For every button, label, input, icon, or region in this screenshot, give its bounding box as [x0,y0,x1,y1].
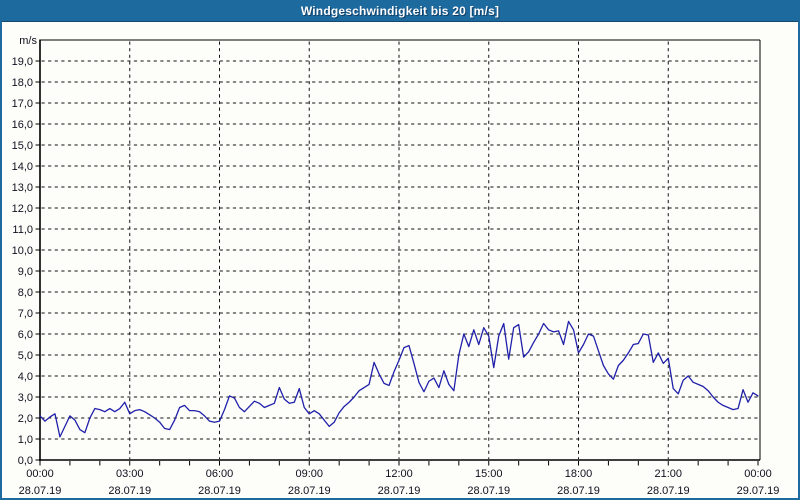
y-tick-label: 5,0 [18,350,33,362]
wind-speed-line [39,320,759,438]
x-tick-time-label: 03:00 [116,468,144,480]
y-tick-label: 1,0 [18,434,33,446]
x-tick-date-label: 28.07.19 [108,485,151,497]
y-tick-label: 3,0 [18,392,33,404]
y-tick-label: 4,0 [18,371,33,383]
x-axis-ticks [39,461,759,466]
y-tick-label: 10,0 [12,245,33,257]
wind-speed-chart: 0,0 1,0 2,0 3,0 4,0 5,0 6,0 7,0 8,0 9,0 10,0 11,0 12… [12,35,780,497]
y-tick-label: 16,0 [12,119,33,131]
y-tick-label: 6,0 [18,329,33,341]
x-tick-time-label: 06:00 [206,468,234,480]
plot-frame [39,39,761,461]
x-tick-date-label: 28.07.19 [19,485,62,497]
x-tick-time-label: 12:00 [385,468,413,480]
y-tick-label: 17,0 [12,98,33,110]
y-tick-label: 11,0 [12,224,33,236]
y-tick-label: 2,0 [18,413,33,425]
y-tick-label: 9,0 [18,266,33,278]
y-tick-label: 8,0 [18,287,33,299]
y-tick-label: 7,0 [18,308,33,320]
x-tick-date-label: 28.07.19 [198,485,241,497]
x-axis-labels: 00:00 28.07.19 03:00 28.07.19 06:00 28.07.19 0… [19,468,780,497]
x-tick-time-label: 00:00 [744,468,772,480]
y-tick-label: 19,0 [12,56,33,68]
x-tick-date-label: 28.07.19 [378,485,421,497]
x-tick-date-label: 29.07.19 [737,485,780,497]
y-tick-label: 12,0 [12,203,33,215]
x-tick-time-label: 21:00 [654,468,682,480]
window-title-bar: Windgeschwindigkeit bis 20 [m/s] [2,2,798,22]
window-title: Windgeschwindigkeit bis 20 [m/s] [300,3,500,18]
x-tick-date-label: 28.07.19 [647,485,690,497]
x-tick-time-label: 18:00 [565,468,593,480]
series [39,320,759,438]
y-axis-ticks [35,60,40,461]
x-tick-time-label: 00:00 [26,468,54,480]
gridlines [41,41,759,459]
x-tick-date-label: 28.07.19 [467,485,510,497]
y-axis-labels: 0,0 1,0 2,0 3,0 4,0 5,0 6,0 7,0 8,0 9,0 10,0 11,0 12… [12,35,38,467]
y-tick-label: 18,0 [12,77,33,89]
y-tick-label: 15,0 [12,140,33,152]
x-tick-date-label: 28.07.19 [288,485,331,497]
x-tick-time-label: 09:00 [295,468,323,480]
y-axis-unit-label: m/s [19,35,37,47]
x-tick-date-label: 28.07.19 [557,485,600,497]
x-tick-time-label: 15:00 [475,468,503,480]
y-tick-label: 13,0 [12,182,33,194]
y-tick-label: 0,0 [18,455,33,467]
y-tick-label: 14,0 [12,161,33,173]
